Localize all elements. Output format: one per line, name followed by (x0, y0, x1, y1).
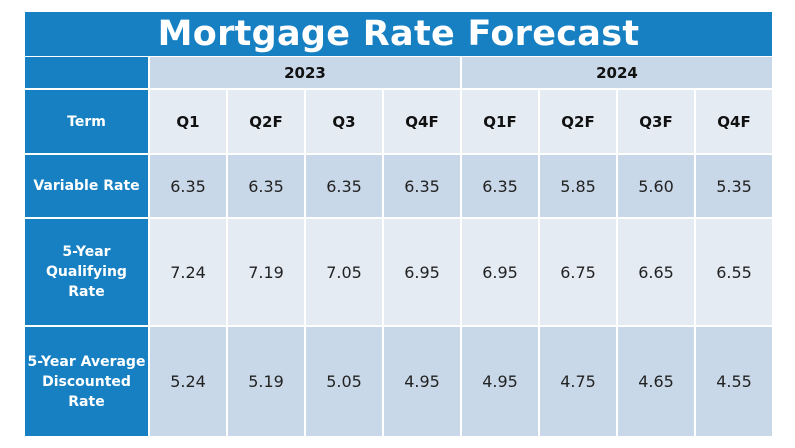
data-cell: 7.05 (306, 219, 382, 325)
data-cell: 6.55 (696, 219, 772, 325)
data-cell: 5.05 (306, 327, 382, 436)
column-header: Q1F (462, 90, 538, 153)
table-row-qualifying-rate: 5-Year Qualifying Rate 7.24 7.19 7.05 6.95… (25, 219, 772, 325)
data-cell: 7.24 (150, 219, 226, 325)
data-cell: 4.75 (540, 327, 616, 436)
data-cell: 4.95 (462, 327, 538, 436)
data-cell: 7.19 (228, 219, 304, 325)
data-cell: 4.55 (696, 327, 772, 436)
data-cell: 5.24 (150, 327, 226, 436)
column-header: Q3F (618, 90, 694, 153)
column-header: Q3 (306, 90, 382, 153)
data-cell: 5.19 (228, 327, 304, 436)
data-cell: 5.60 (618, 155, 694, 217)
data-cell: 6.65 (618, 219, 694, 325)
data-cell: 6.75 (540, 219, 616, 325)
column-header: Q2F (228, 90, 304, 153)
term-header: Term (25, 90, 148, 153)
data-cell: 6.35 (306, 155, 382, 217)
column-header: Q4F (696, 90, 772, 153)
data-cell: 6.35 (462, 155, 538, 217)
data-cell: 4.95 (384, 327, 460, 436)
column-header: Q4F (384, 90, 460, 153)
row-label: Variable Rate (25, 155, 148, 217)
column-header: Q2F (540, 90, 616, 153)
year-header-2023: 2023 (150, 57, 460, 88)
table-row-discounted-rate: 5-Year Average Discounted Rate 5.24 5.19 5… (25, 327, 772, 436)
data-cell: 6.35 (228, 155, 304, 217)
row-label: 5-Year Average Discounted Rate (25, 327, 148, 436)
data-cell: 6.95 (384, 219, 460, 325)
quarter-header-row: Term Q1 Q2F Q3 Q4F Q1F Q2F Q3F Q4F (25, 90, 772, 153)
chart-title: Mortgage Rate Forecast (25, 12, 772, 56)
year-header-2024: 2024 (462, 57, 772, 88)
table-row-variable-rate: Variable Rate 6.35 6.35 6.35 6.35 6.35 5… (25, 155, 772, 217)
data-cell: 5.35 (696, 155, 772, 217)
corner-cell (25, 57, 148, 88)
data-cell: 5.85 (540, 155, 616, 217)
data-cell: 4.65 (618, 327, 694, 436)
data-cell: 6.95 (462, 219, 538, 325)
forecast-table-container: Mortgage Rate Forecast 2023 2024 Term Q1… (25, 12, 772, 438)
data-cell: 6.35 (150, 155, 226, 217)
year-header-row: 2023 2024 (25, 57, 772, 88)
data-cell: 6.35 (384, 155, 460, 217)
row-label: 5-Year Qualifying Rate (25, 219, 148, 325)
forecast-table: 2023 2024 Term Q1 Q2F Q3 Q4F Q1F Q2F Q3F… (23, 55, 774, 438)
column-header: Q1 (150, 90, 226, 153)
